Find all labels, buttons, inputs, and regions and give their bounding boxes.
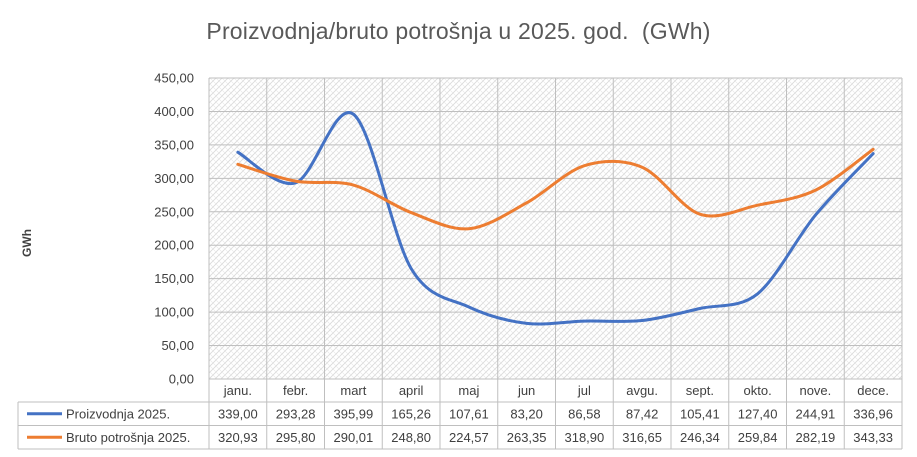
data-label: 83,20: [510, 406, 543, 421]
y-tick-label: 350,00: [154, 137, 194, 152]
legend-entry: Proizvodnja 2025.: [66, 406, 170, 421]
data-label: 244,91: [795, 406, 835, 421]
series-line: [236, 147, 875, 231]
series-line: [236, 110, 875, 326]
data-label: 87,42: [626, 406, 659, 421]
data-label: 336,96: [853, 406, 893, 421]
x-tick-label: dece.: [857, 383, 889, 398]
chart-title: Proizvodnja/bruto potrošnja u 2025. god.…: [206, 18, 711, 44]
data-label: 248,80: [391, 430, 431, 445]
x-tick-label: jun: [517, 383, 535, 398]
y-tick-label: 200,00: [154, 238, 194, 253]
data-label: 246,34: [680, 430, 720, 445]
legend-entry: Bruto potrošnja 2025.: [66, 430, 190, 445]
y-tick-label: 0,00: [169, 372, 194, 387]
gridlines: [208, 77, 903, 380]
x-tick-label: maj: [458, 383, 479, 398]
data-label: 259,84: [738, 430, 778, 445]
x-tick-label: jul: [577, 383, 591, 398]
y-tick-label: 400,00: [154, 104, 194, 119]
data-label: 293,28: [276, 406, 316, 421]
x-tick-label: okto.: [744, 383, 772, 398]
y-axis: 0,00 50,00 100,00 150,00 200,00 250,00 300,00 3…: [154, 71, 194, 387]
data-label: 127,40: [738, 406, 778, 421]
x-tick-label: nove.: [799, 383, 831, 398]
data-label: 395,99: [333, 406, 373, 421]
data-label: 295,80: [276, 430, 316, 445]
data-label: 224,57: [449, 430, 489, 445]
x-tick-label: janu.: [223, 383, 252, 398]
y-tick-label: 250,00: [154, 204, 194, 219]
x-tick-label: avgu.: [626, 383, 658, 398]
y-tick-label: 300,00: [154, 171, 194, 186]
data-table: janu. febr. mart april maj jun jul avgu. sept. ok…: [17, 378, 903, 450]
data-label: 320,93: [218, 430, 258, 445]
data-label: 165,26: [391, 406, 431, 421]
y-tick-label: 450,00: [154, 71, 194, 86]
data-label: 316,65: [622, 430, 662, 445]
data-label: 263,35: [507, 430, 547, 445]
y-tick-label: 100,00: [154, 305, 194, 320]
x-tick-label: febr.: [283, 383, 308, 398]
data-label: 86,58: [568, 406, 601, 421]
data-label: 343,33: [853, 430, 893, 445]
y-tick-label: 150,00: [154, 271, 194, 286]
data-label: 107,61: [449, 406, 489, 421]
x-tick-label: april: [399, 383, 424, 398]
x-tick-label: sept.: [686, 383, 714, 398]
data-label: 339,00: [218, 406, 258, 421]
data-label: 318,90: [564, 430, 604, 445]
data-label: 290,01: [333, 430, 373, 445]
y-tick-label: 50,00: [161, 338, 194, 353]
data-label: 105,41: [680, 406, 720, 421]
x-tick-label: mart: [340, 383, 366, 398]
series-lines: [236, 110, 875, 326]
data-label: 282,19: [795, 430, 835, 445]
